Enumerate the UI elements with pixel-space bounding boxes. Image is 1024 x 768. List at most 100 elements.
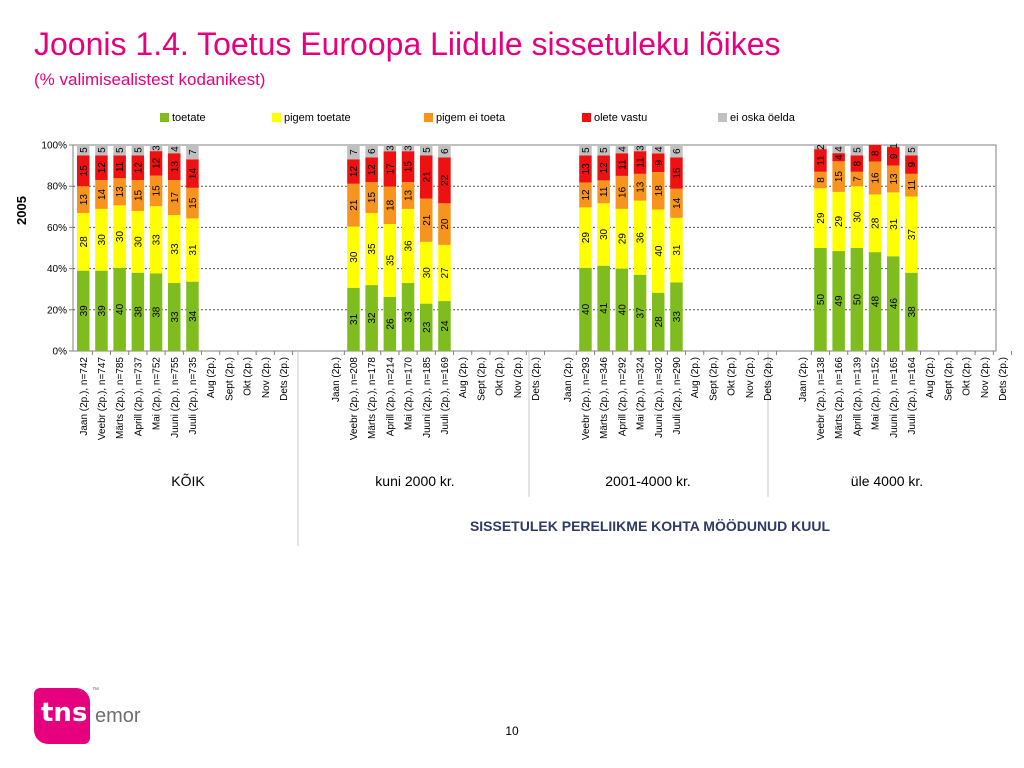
data-label: 12: [152, 157, 163, 169]
x-tick-label: Sept (2p.): [224, 357, 235, 401]
data-label: 15: [133, 189, 144, 201]
x-tick-label: Märts (2p.), n=346: [599, 357, 610, 439]
bar-segment: [597, 145, 610, 156]
legend-swatch: [272, 113, 281, 122]
x-tick-label: Sept (2p.): [708, 357, 719, 401]
data-label: 3: [404, 145, 415, 151]
data-label: 15: [367, 192, 378, 204]
bar-segment: [168, 215, 181, 284]
plot-frame: [72, 144, 997, 352]
legend-label: pigem toetate: [284, 112, 351, 124]
bar-segment: [597, 265, 610, 351]
x-tick-label: Dets (2p.): [998, 357, 1009, 401]
bar-segment: [168, 145, 181, 154]
x-tick-label: Märts (2p.), n=178: [367, 357, 378, 439]
bar-segment: [597, 203, 610, 266]
bar-segment: [615, 268, 629, 351]
bar-segment: [868, 161, 882, 195]
bar-segment: [365, 182, 378, 213]
data-label: 3: [152, 145, 163, 151]
bar-segment: [615, 153, 629, 176]
data-label: 30: [852, 211, 863, 223]
data-label: 15: [188, 197, 199, 209]
data-label: 16: [871, 172, 882, 184]
data-label: 29: [816, 212, 827, 224]
x-tick-label: Mai (2p.), n=324: [636, 357, 647, 431]
bar-segment: [615, 175, 629, 209]
x-tick-label: Nov (2p.): [513, 357, 524, 398]
bar-segment: [131, 180, 145, 211]
bar-segment: [77, 155, 90, 187]
legend-swatch: [582, 113, 591, 122]
x-tick-label: Mai (2p.), n=752: [152, 357, 163, 431]
x-tick-label: Aprill (2p.), n=139: [852, 357, 863, 437]
data-label: 3: [385, 145, 396, 151]
bar-segment: [438, 203, 451, 245]
x-tick-label: Okt (2p.): [495, 357, 506, 396]
data-label: 50: [852, 294, 863, 306]
data-label: 14: [97, 188, 108, 200]
bar-segment: [420, 198, 433, 242]
bar-segment: [131, 155, 145, 181]
data-label: 29: [617, 233, 628, 245]
bar-segment: [149, 206, 163, 274]
bar-segment: [814, 248, 827, 351]
bar-segment: [438, 157, 451, 204]
bar-segment: [832, 161, 845, 192]
bar-segment: [868, 194, 882, 253]
bar-segment: [168, 180, 181, 216]
bar-segment: [814, 145, 827, 150]
x-tick-label: Mai (2p.), n=170: [404, 357, 415, 431]
x-tick-label: Sept (2p.): [476, 357, 487, 401]
x-tick-label: Aprill (2p.), n=292: [617, 357, 628, 437]
bar-segment: [77, 186, 90, 213]
data-label: 40: [581, 303, 592, 315]
x-tick-label: Juuni (2p.), n=755: [170, 357, 181, 438]
data-label: 37: [907, 229, 918, 241]
y-tick-label: 0%: [53, 347, 68, 358]
data-label: 33: [672, 311, 683, 323]
bar-segment: [832, 153, 845, 162]
data-label: 38: [907, 306, 918, 318]
bar-segment: [887, 192, 900, 257]
x-tick-label: Dets (2p.): [531, 357, 542, 401]
data-label: 21: [422, 214, 433, 226]
data-label: 9: [907, 161, 918, 167]
bar-segment: [438, 301, 451, 351]
x-tick-label: Juuni (2p.), n=302: [654, 357, 665, 438]
x-tick-label: Nov (2p.): [745, 357, 756, 398]
chart-legend: toetate pigem toetate pigem ei toeta ole…: [150, 112, 850, 130]
bar-segment: [149, 151, 163, 176]
data-label: 26: [385, 318, 396, 330]
bar-segment: [383, 151, 397, 187]
bar-segment: [905, 196, 918, 273]
data-label: 13: [404, 189, 415, 201]
bar-segment: [149, 273, 163, 351]
bar-segment: [149, 145, 163, 152]
data-label: 11: [617, 159, 628, 170]
bar-segment: [347, 159, 360, 184]
bar-segment: [597, 155, 610, 181]
bar-segment: [401, 145, 415, 152]
data-label: 18: [654, 185, 665, 197]
tns-emor-logo: tns ™ emor: [34, 687, 144, 744]
y-tick-label: 80%: [47, 182, 67, 193]
data-label: 28: [79, 236, 90, 248]
x-tick-label: Aug (2p.): [458, 357, 469, 398]
data-label: 5: [133, 147, 144, 153]
logo-emor-text: emor: [95, 705, 141, 727]
bar-segment: [113, 267, 126, 351]
bar-segment: [186, 145, 199, 160]
bar-segment: [905, 145, 918, 156]
bar-segment: [579, 155, 592, 183]
bar-segment: [95, 208, 108, 271]
bar-segment: [670, 145, 683, 158]
x-tick-label: Dets (2p.): [763, 357, 774, 401]
bar-segment: [131, 272, 145, 351]
data-label: 20: [440, 218, 451, 230]
legend-swatch: [424, 113, 433, 122]
bar-segment: [365, 157, 378, 183]
data-label: 13: [79, 194, 90, 206]
x-tick-label: Jaan (2p.): [798, 357, 809, 402]
bar-segment: [887, 147, 900, 166]
